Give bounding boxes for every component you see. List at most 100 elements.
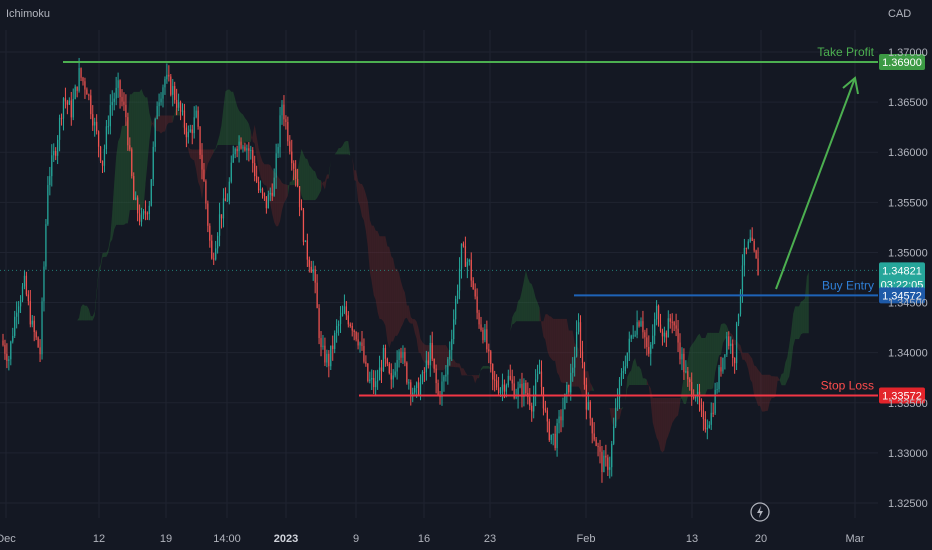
- candle-body: [570, 372, 572, 393]
- candle-body: [191, 129, 193, 134]
- x-tick-label: 9: [353, 533, 359, 545]
- replay-icon[interactable]: [750, 502, 770, 522]
- candle-body: [451, 339, 453, 350]
- candle-body: [400, 351, 402, 358]
- candle-body: [396, 360, 398, 372]
- cloud-segment: [761, 374, 764, 412]
- candle-body: [687, 371, 689, 380]
- cloud-segment: [211, 149, 214, 157]
- cloud-segment: [779, 374, 782, 386]
- cloud-segment: [566, 318, 569, 387]
- candle-body: [749, 237, 751, 242]
- candle-body: [620, 372, 623, 380]
- cloud-segment: [283, 184, 286, 204]
- candle-body: [640, 321, 642, 327]
- indicator-label: Ichimoku: [6, 8, 50, 20]
- candle-body: [681, 353, 683, 360]
- cloud-segment: [529, 282, 532, 322]
- candle-body: [343, 306, 346, 313]
- cloud-segment: [328, 160, 331, 179]
- cloud-segment: [219, 124, 222, 145]
- cloud-segment: [221, 107, 224, 145]
- candle-body: [265, 196, 268, 209]
- cloud-segment: [418, 328, 421, 354]
- cloud-segment: [402, 288, 405, 324]
- current-price-tag-bg: [879, 262, 925, 293]
- candle-body: [453, 319, 455, 340]
- cloud-segment: [590, 382, 593, 391]
- cloud-segment: [301, 149, 304, 201]
- cloud-segment: [266, 164, 269, 196]
- candle-body: [538, 371, 541, 374]
- cloud-segment: [619, 408, 622, 420]
- cloud-segment: [789, 331, 792, 377]
- cloud-segment: [633, 358, 636, 386]
- cloud-segment: [621, 406, 624, 411]
- candle-body: [53, 151, 55, 156]
- candle-body: [293, 163, 295, 169]
- candle-body: [94, 121, 96, 126]
- cloud-segment: [520, 290, 522, 322]
- candle-body: [525, 382, 527, 393]
- cloud-segment: [750, 355, 753, 383]
- candle-body: [263, 193, 266, 197]
- candle-body: [199, 126, 201, 155]
- cloud-segment: [250, 131, 253, 142]
- candle-body: [591, 418, 593, 434]
- candle-body: [193, 117, 195, 134]
- candle-body: [694, 396, 697, 399]
- candle-body: [254, 163, 256, 177]
- cloud-segment: [120, 125, 123, 225]
- cloud-segment: [637, 366, 640, 386]
- stop-loss-price-tag-bg: [879, 387, 925, 404]
- x-tick-label: Feb: [577, 533, 596, 545]
- cloud-segment: [752, 358, 755, 396]
- candle-body: [12, 335, 14, 342]
- candle-body: [384, 347, 387, 359]
- candle-body: [732, 343, 734, 358]
- cloud-segment: [258, 147, 261, 177]
- candle-body: [312, 269, 314, 273]
- candle-body: [501, 384, 504, 390]
- candle-body: [170, 76, 172, 95]
- candle-body: [714, 389, 716, 414]
- candle-body: [626, 352, 628, 367]
- cloud-segment: [170, 115, 173, 123]
- cloud-segment: [639, 366, 641, 386]
- candle-body: [113, 98, 115, 102]
- buy-entry-price-tag-bg: [879, 287, 925, 304]
- candle-body: [271, 192, 273, 196]
- candle-body: [683, 353, 685, 373]
- cloud-segment: [94, 290, 97, 316]
- candle-body: [560, 416, 562, 421]
- cloud-segment: [640, 369, 643, 386]
- candle-body: [757, 258, 759, 276]
- cloud-segment: [149, 112, 152, 142]
- candle-body: [64, 98, 67, 102]
- cloud-segment: [738, 343, 741, 352]
- grid-lines: [0, 30, 878, 518]
- candle-body: [285, 119, 287, 123]
- cloud-segment: [116, 141, 119, 225]
- cloud-segment: [457, 363, 460, 368]
- cloud-segment: [252, 124, 255, 144]
- candle-body: [142, 211, 145, 216]
- cloud-segment: [701, 338, 704, 397]
- candle-body: [437, 383, 439, 395]
- cloud-segment: [289, 181, 292, 186]
- candle-body: [638, 322, 640, 327]
- cloud-segment: [535, 297, 538, 322]
- cloud-segment: [73, 320, 76, 327]
- cloud-segment: [416, 321, 419, 353]
- cloud-segment: [742, 352, 745, 360]
- candle-body: [181, 110, 184, 112]
- cloud-segment: [781, 373, 784, 386]
- candle-body: [86, 89, 88, 95]
- candle-body: [529, 397, 531, 406]
- arrow-head-icon: [842, 76, 859, 95]
- candle-body: [324, 345, 326, 363]
- candle-body: [720, 367, 722, 372]
- cloud-segment: [342, 141, 345, 155]
